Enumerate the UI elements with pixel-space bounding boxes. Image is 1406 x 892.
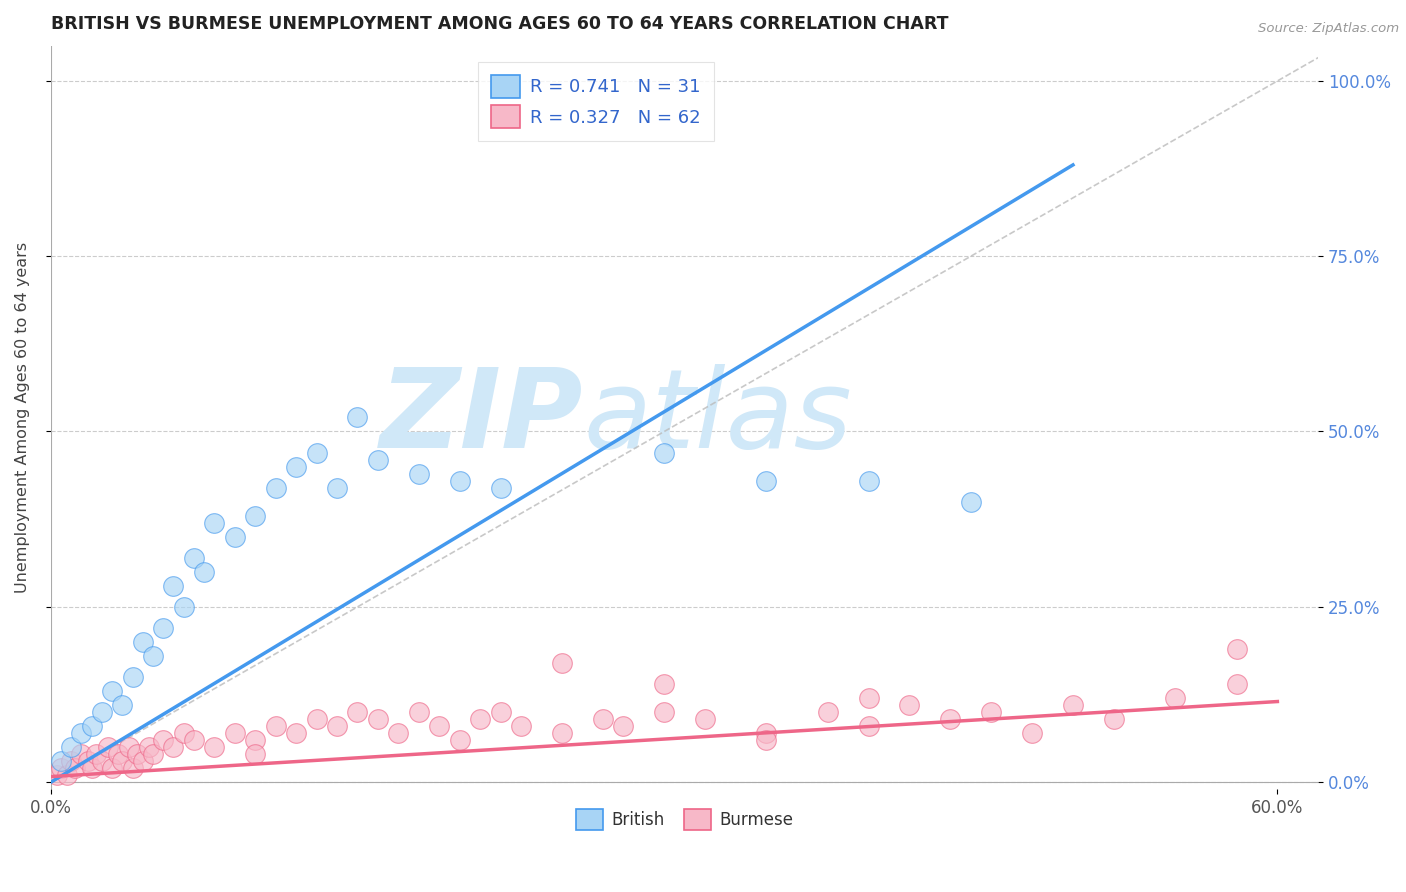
Point: [693, 712, 716, 726]
Point: [70, 726, 93, 740]
Point: [245, 733, 267, 747]
Point: [1164, 691, 1187, 706]
Point: [898, 698, 921, 712]
Point: [173, 726, 195, 740]
Point: [755, 726, 778, 740]
Point: [612, 719, 634, 733]
Point: [755, 474, 778, 488]
Point: [305, 712, 328, 726]
Point: [49, 761, 72, 775]
Point: [76, 754, 98, 768]
Point: [142, 648, 165, 663]
Point: [46, 768, 69, 782]
Point: [489, 705, 512, 719]
Point: [264, 719, 287, 733]
Point: [132, 635, 155, 649]
Point: [858, 691, 880, 706]
Point: [264, 481, 287, 495]
Point: [367, 712, 389, 726]
Point: [84, 747, 107, 761]
Point: [224, 726, 246, 740]
Point: [152, 733, 174, 747]
Point: [652, 705, 675, 719]
Text: ZIP: ZIP: [380, 364, 583, 471]
Text: Source: ZipAtlas.com: Source: ZipAtlas.com: [1258, 22, 1399, 36]
Point: [101, 761, 124, 775]
Point: [285, 459, 308, 474]
Point: [183, 550, 205, 565]
Point: [162, 740, 184, 755]
Point: [858, 474, 880, 488]
Point: [60, 754, 83, 768]
Point: [117, 740, 139, 755]
Point: [245, 747, 267, 761]
Point: [1062, 698, 1084, 712]
Point: [111, 754, 134, 768]
Point: [101, 684, 124, 698]
Point: [551, 656, 574, 670]
Point: [1021, 726, 1043, 740]
Point: [367, 452, 389, 467]
Point: [592, 712, 614, 726]
Point: [346, 410, 368, 425]
Point: [326, 481, 349, 495]
Point: [817, 705, 839, 719]
Point: [193, 565, 215, 579]
Text: atlas: atlas: [583, 364, 852, 471]
Point: [80, 719, 103, 733]
Point: [408, 705, 430, 719]
Point: [510, 719, 533, 733]
Point: [91, 754, 114, 768]
Point: [326, 719, 349, 733]
Point: [132, 754, 155, 768]
Point: [468, 712, 491, 726]
Point: [49, 754, 72, 768]
Point: [245, 508, 267, 523]
Point: [427, 719, 450, 733]
Point: [346, 705, 368, 719]
Point: [224, 530, 246, 544]
Point: [652, 677, 675, 691]
Point: [162, 579, 184, 593]
Point: [858, 719, 880, 733]
Point: [70, 747, 93, 761]
Point: [449, 733, 471, 747]
Point: [755, 733, 778, 747]
Point: [97, 740, 120, 755]
Point: [202, 516, 225, 530]
Y-axis label: Unemployment Among Ages 60 to 64 years: Unemployment Among Ages 60 to 64 years: [15, 242, 30, 593]
Point: [121, 670, 143, 684]
Point: [202, 740, 225, 755]
Point: [408, 467, 430, 481]
Point: [1225, 677, 1247, 691]
Text: BRITISH VS BURMESE UNEMPLOYMENT AMONG AGES 60 TO 64 YEARS CORRELATION CHART: BRITISH VS BURMESE UNEMPLOYMENT AMONG AG…: [51, 15, 948, 33]
Point: [56, 768, 79, 782]
Point: [121, 761, 143, 775]
Point: [125, 747, 148, 761]
Point: [939, 712, 962, 726]
Point: [1102, 712, 1125, 726]
Point: [183, 733, 205, 747]
Point: [489, 481, 512, 495]
Point: [980, 705, 1002, 719]
Point: [305, 445, 328, 459]
Point: [387, 726, 409, 740]
Point: [111, 698, 134, 712]
Point: [138, 740, 160, 755]
Point: [959, 494, 981, 508]
Point: [60, 740, 83, 755]
Legend: British, Burmese: British, Burmese: [569, 802, 800, 837]
Point: [91, 705, 114, 719]
Point: [551, 726, 574, 740]
Point: [152, 621, 174, 635]
Point: [285, 726, 308, 740]
Point: [449, 474, 471, 488]
Point: [173, 599, 195, 614]
Point: [652, 445, 675, 459]
Point: [1225, 641, 1247, 656]
Point: [142, 747, 165, 761]
Point: [80, 761, 103, 775]
Point: [65, 761, 87, 775]
Point: [107, 747, 129, 761]
